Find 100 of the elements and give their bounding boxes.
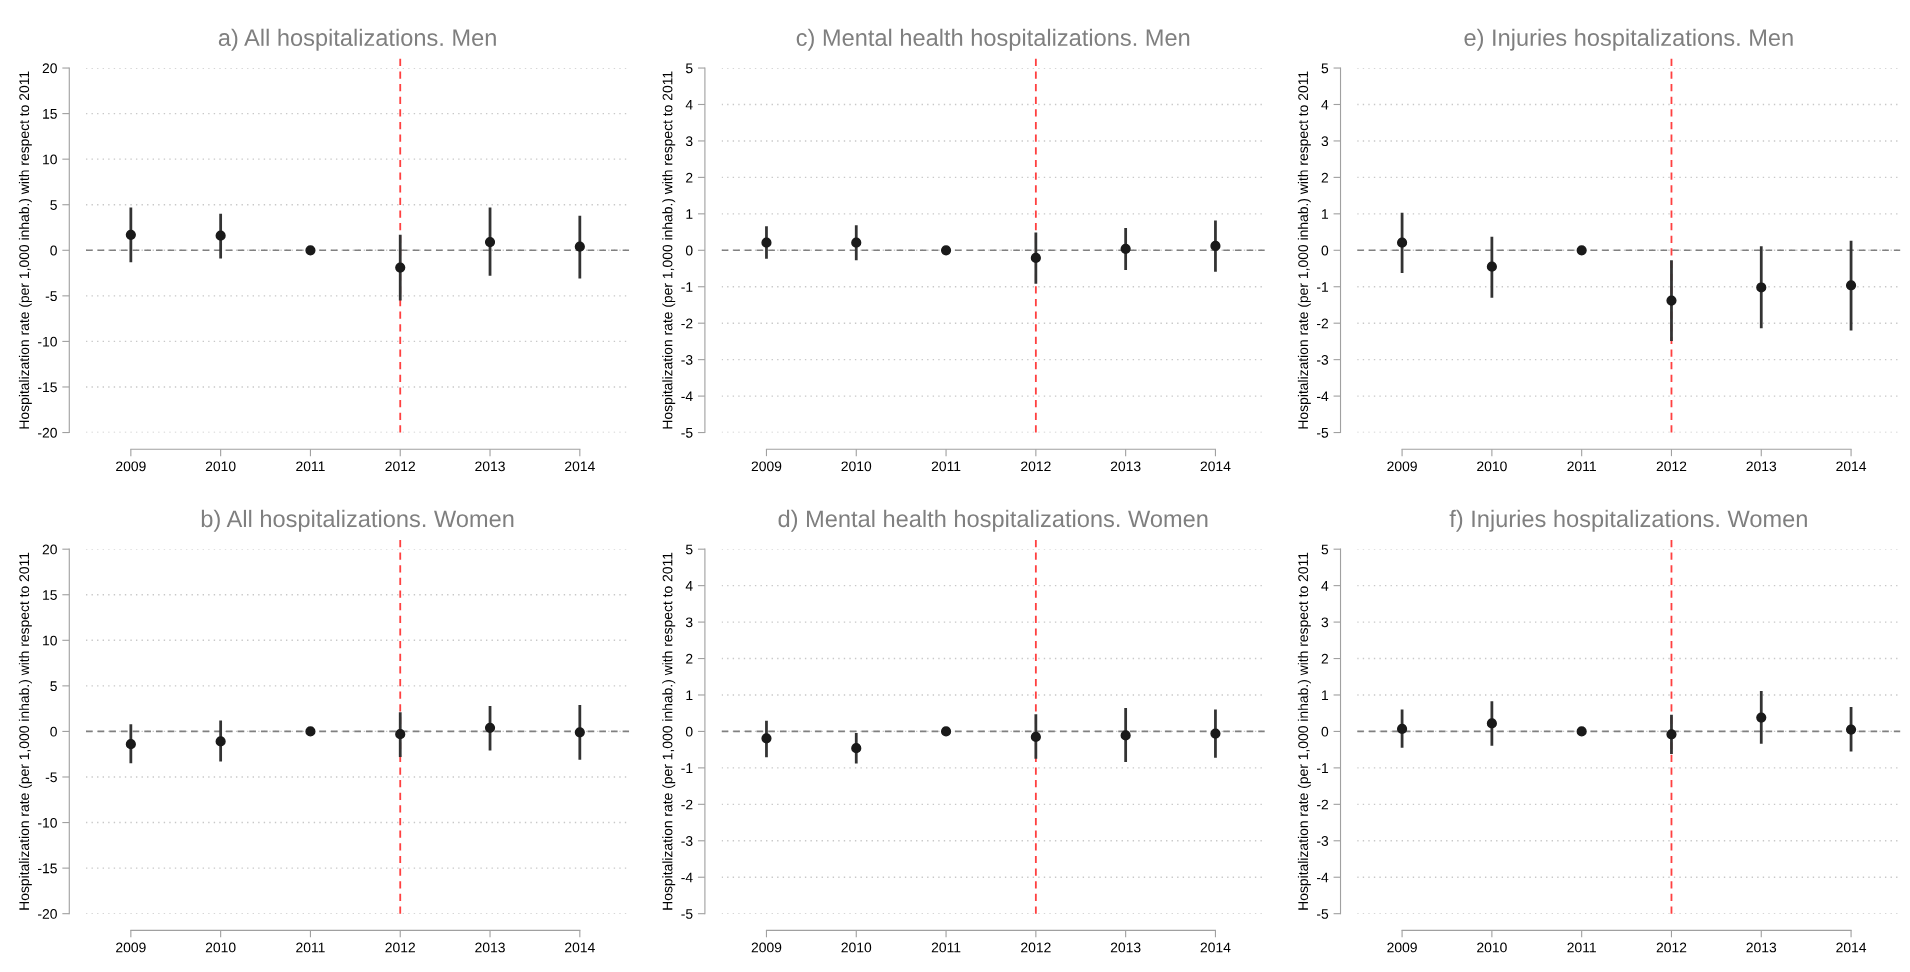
point (940, 245, 952, 256)
point (395, 729, 406, 740)
point (305, 245, 316, 256)
y-tick-label: -5 (681, 428, 693, 438)
y-axis-title: Hospitalization rate (per 1,000 inhab.) with respect to 2011 (1297, 552, 1311, 910)
x-tick-label: 2009 (1387, 461, 1417, 472)
x-tick-label: 2011 (931, 942, 961, 953)
x-tick-label: 2009 (751, 942, 782, 953)
x-tick-label: 2014 (565, 942, 595, 953)
y-tick-label: 10 (43, 635, 57, 646)
y-tick-label: -4 (681, 872, 693, 883)
y-tick-label: 5 (685, 63, 693, 74)
x-tick-label: 2014 (565, 461, 595, 472)
x-tick-label: 2012 (1656, 461, 1687, 472)
y-axis-title: Hospitalization rate (per 1,000 inhab.) with respect to 2011 (662, 552, 676, 910)
y-tick-label: 3 (1321, 136, 1329, 147)
chart-title: f) Injuries hospitalizations. Women (1449, 509, 1807, 532)
y-tick-label: -3 (1316, 354, 1329, 365)
y-tick-label: -15 (38, 382, 57, 393)
y-tick-label: 2 (1321, 653, 1329, 664)
point (1396, 723, 1408, 734)
x-tick-label: 2013 (475, 942, 505, 953)
point (574, 241, 585, 252)
point (1030, 252, 1041, 264)
y-tick-label: -3 (1316, 836, 1329, 846)
x-tick-label: 2012 (385, 461, 415, 472)
x-tick-label: 2009 (751, 461, 782, 472)
x-tick-label: 2012 (385, 942, 415, 953)
y-tick-label: 1 (1322, 690, 1329, 701)
point (1120, 243, 1131, 254)
y-tick-label: -20 (38, 427, 57, 438)
y-tick-label: -4 (681, 391, 693, 402)
point (1210, 240, 1221, 252)
x-tick-label: 2011 (296, 942, 325, 953)
y-tick-label: 5 (685, 544, 693, 555)
y-tick-label: -3 (681, 836, 693, 846)
x-tick-label: 2010 (1477, 942, 1507, 953)
y-tick-label: -5 (1316, 909, 1329, 919)
x-tick-label: 2012 (1656, 942, 1687, 953)
x-tick-label: 2010 (841, 461, 872, 472)
point (940, 726, 952, 737)
x-tick-label: 2011 (296, 461, 325, 472)
point (484, 722, 496, 733)
point (215, 230, 226, 241)
x-tick-label: 2013 (1110, 942, 1141, 953)
y-tick-label: -1 (1316, 282, 1329, 292)
y-tick-label: -5 (681, 909, 693, 919)
y-tick-label: -2 (681, 318, 693, 329)
y-axis-title: Hospitalization rate (per 1,000 inhab.) with respect to 2011 (1297, 71, 1311, 429)
point (1486, 718, 1497, 729)
chart-title: e) Injuries hospitalizations. Men (1464, 28, 1793, 51)
y-tick-label: 3 (685, 617, 693, 628)
y-tick-label: -1 (1316, 763, 1329, 773)
point (1120, 730, 1131, 741)
y-tick-label: 3 (1321, 617, 1329, 628)
y-tick-label: 1 (686, 209, 693, 219)
point (1030, 731, 1041, 742)
point (1486, 261, 1497, 272)
point (125, 739, 136, 750)
point (1845, 724, 1857, 735)
y-axis-title: Hospitalization rate (per 1,000 inhab.) with respect to 2011 (18, 552, 32, 910)
chart-title: c) Mental health hospitalizations. Men (796, 28, 1190, 51)
x-tick-label: 2010 (205, 942, 236, 953)
point (125, 229, 136, 240)
x-tick-label: 2013 (475, 461, 505, 472)
x-tick-label: 2014 (1200, 461, 1231, 472)
y-tick-label: -1 (681, 763, 693, 773)
y-tick-label: -2 (681, 799, 693, 810)
y-tick-label: 20 (42, 63, 57, 74)
x-tick-label: 2011 (1567, 461, 1596, 472)
point (484, 237, 496, 248)
point (1756, 712, 1767, 723)
x-tick-label: 2012 (1021, 461, 1051, 472)
x-tick-label: 2010 (205, 461, 236, 472)
y-tick-label: 5 (50, 200, 57, 210)
y-axis-title: Hospitalization rate (per 1,000 inhab.) with respect to 2011 (662, 71, 676, 429)
y-tick-label: -1 (681, 282, 693, 292)
y-tick-label: 0 (50, 245, 57, 256)
point (1576, 245, 1587, 256)
point (851, 743, 862, 754)
y-tick-label: 3 (685, 136, 693, 147)
y-tick-label: 0 (50, 726, 57, 737)
y-tick-label: -10 (38, 817, 57, 828)
y-tick-label: 0 (1321, 245, 1329, 256)
y-tick-label: 0 (1321, 726, 1329, 737)
point (1666, 729, 1677, 740)
x-tick-label: 2014 (1836, 942, 1867, 953)
point (215, 736, 226, 747)
x-tick-label: 2011 (1567, 942, 1596, 953)
y-tick-label: 4 (685, 581, 693, 591)
point (1396, 237, 1408, 248)
point (851, 237, 862, 248)
x-tick-label: 2013 (1746, 461, 1777, 472)
y-axis-title: Hospitalization rate (per 1,000 inhab.) with respect to 2011 (18, 71, 32, 429)
y-tick-label: 10 (43, 154, 57, 165)
y-tick-label: 1 (1322, 209, 1329, 219)
y-tick-label: 15 (43, 109, 57, 119)
y-tick-label: 0 (685, 245, 693, 256)
y-tick-label: -10 (38, 336, 57, 347)
point (1756, 282, 1767, 293)
